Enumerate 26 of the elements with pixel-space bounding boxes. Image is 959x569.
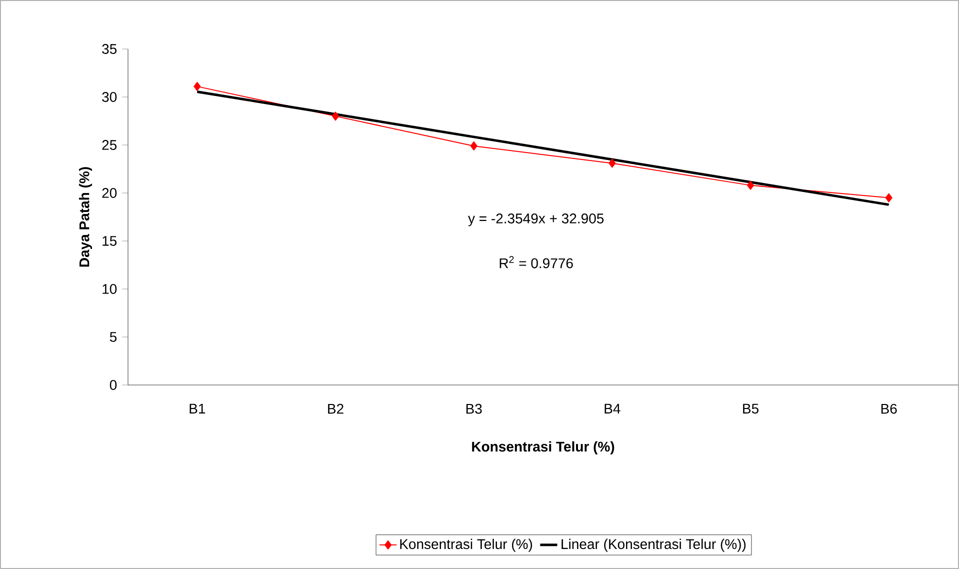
x-tick-label: B6 xyxy=(881,404,897,414)
x-tick-label: B4 xyxy=(604,404,620,414)
annotation: R$^{2}$ = 0.9776 xyxy=(500,256,573,268)
y-tick-label: 35 xyxy=(102,44,117,54)
point xyxy=(608,158,616,168)
point xyxy=(194,82,201,91)
y-tick-label: 30 xyxy=(102,92,117,102)
y-tick-label: 15 xyxy=(102,236,117,246)
x-tick-label: B3 xyxy=(466,404,482,414)
x-tick-label: B1 xyxy=(190,404,206,414)
y-tick-label: 0 xyxy=(110,380,117,390)
point xyxy=(885,193,892,202)
y-tick-label: 10 xyxy=(102,284,117,294)
x-tick-label: B2 xyxy=(328,404,344,414)
point xyxy=(470,141,478,150)
point xyxy=(747,180,754,190)
legend-label: Linear (Konsentrasi Telur (%)) xyxy=(562,538,746,552)
y-tick-label: 25 xyxy=(102,140,117,150)
annotation: y = -2.3549x + 32.905 xyxy=(468,214,604,226)
legend-label: Konsentrasi Telur (%) xyxy=(400,538,532,552)
x-tick-label: B5 xyxy=(743,404,758,414)
y-tick-label: 5 xyxy=(110,332,117,342)
x-axis-title: Konsentrasi Telur (%) xyxy=(472,441,614,454)
y-tick-label: 20 xyxy=(102,188,117,198)
y-axis-title: Daya Patah (%) xyxy=(78,167,92,267)
point xyxy=(332,112,340,121)
